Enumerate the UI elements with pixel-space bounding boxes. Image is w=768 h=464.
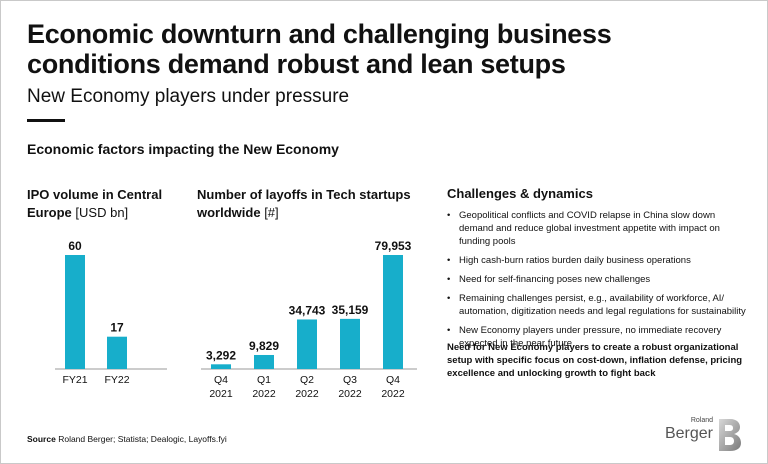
source-note: Source Roland Berger; Statista; Dealogic… xyxy=(27,434,227,444)
tick-label: 2021 xyxy=(209,388,233,400)
tick-label: 2022 xyxy=(252,388,276,400)
title-divider xyxy=(27,119,65,122)
ipo-chart-unit: [USD bn] xyxy=(75,205,129,220)
page-subtitle: New Economy players under pressure xyxy=(27,86,350,107)
conclusion-text: Need for New Economy players to create a… xyxy=(447,342,743,379)
data-label: 3,292 xyxy=(206,348,236,362)
data-label: 17 xyxy=(110,321,124,335)
bar xyxy=(383,255,403,369)
tick-label: Q2 xyxy=(300,374,314,386)
tick-label: 2022 xyxy=(338,388,362,400)
logo-big-text: Berger xyxy=(664,425,713,442)
tick-label: 2022 xyxy=(295,388,319,400)
challenges-list: Geopolitical conflicts and COVID relapse… xyxy=(447,209,747,356)
section-title: Economic factors impacting the New Econo… xyxy=(27,141,339,157)
challenge-item: Geopolitical conflicts and COVID relapse… xyxy=(447,209,747,248)
data-label: 9,829 xyxy=(249,339,279,353)
layoffs-chart-title-text: Number of layoffs in Tech startups world… xyxy=(197,187,411,220)
layoffs-chart: 3,292 Q4 2021 9,829 Q1 2022 34,743 Q2 2022 35,159… xyxy=(201,239,417,400)
bar xyxy=(254,354,274,369)
ipo-chart-title-text: IPO volume in Central Europe xyxy=(27,187,163,220)
logo-mark-icon xyxy=(719,419,741,451)
challenge-item: Need for self-financing poses new challe… xyxy=(447,273,747,286)
challenge-item: New Economy players under pressure, no i… xyxy=(447,324,747,350)
source-label: Source xyxy=(27,434,56,444)
data-label: 79,953 xyxy=(375,239,412,253)
tick-label: 2022 xyxy=(381,388,405,400)
page-title: Economic downturn and challenging busine… xyxy=(27,19,612,79)
bar xyxy=(340,318,360,369)
data-label: 60 xyxy=(68,239,82,253)
data-label: 34,743 xyxy=(289,303,326,317)
layoffs-chart-title: Number of layoffs in Tech startups world… xyxy=(197,186,417,222)
logo-small-text: Roland xyxy=(690,417,713,424)
tick-label: Q3 xyxy=(343,374,357,386)
layoffs-chart-unit: [#] xyxy=(264,205,279,220)
tick-label: FY21 xyxy=(62,374,87,386)
ipo-chart-title: IPO volume in Central Europe [USD bn] xyxy=(27,186,187,222)
ipo-volume-chart: 60 FY21 17 FY22 xyxy=(55,239,167,386)
bar xyxy=(211,364,231,369)
tick-label: FY22 xyxy=(104,374,129,386)
challenges-title: Challenges & dynamics xyxy=(447,186,593,201)
tick-label: Q4 xyxy=(386,374,400,386)
source-text: Roland Berger; Statista; Dealogic, Layof… xyxy=(58,434,227,444)
tick-label: Q1 xyxy=(257,374,271,386)
challenge-item: Remaining challenges persist, e.g., avai… xyxy=(447,292,747,318)
bar xyxy=(65,255,85,369)
bar xyxy=(107,336,127,369)
roland-berger-logo-icon: Roland Berger xyxy=(665,417,743,453)
bar xyxy=(297,319,317,369)
data-label: 35,159 xyxy=(332,303,369,317)
challenge-item: High cash-burn ratios burden daily busin… xyxy=(447,254,747,267)
tick-label: Q4 xyxy=(214,374,228,386)
